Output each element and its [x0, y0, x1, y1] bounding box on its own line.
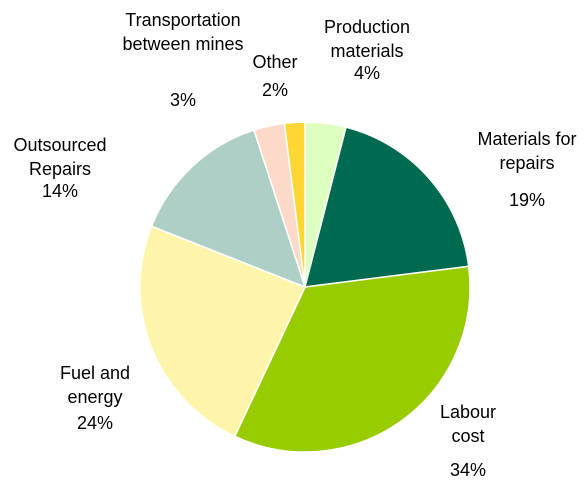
slice-label: Fuel and energy	[59, 363, 131, 407]
slice-label: Materials for repairs	[477, 129, 577, 173]
slice-label: Labour cost	[439, 402, 497, 446]
pie-slice	[283, 121, 306, 288]
slice-percent: 3%	[169, 90, 197, 110]
slice-percent: 24%	[76, 413, 114, 433]
slice-percent: 34%	[449, 460, 487, 480]
slice-label: Production materials	[323, 17, 411, 61]
slice-percent: 19%	[508, 190, 546, 210]
slice-label: Other	[252, 52, 298, 72]
slice-percent: 4%	[353, 63, 381, 83]
slice-label: Outsourced Repairs	[13, 135, 107, 179]
pie-slice	[303, 126, 470, 288]
slice-label: Transportation between mines	[122, 10, 244, 54]
slice-percent: 14%	[41, 181, 79, 201]
slice-percent: 2%	[261, 80, 289, 100]
pie-slice	[139, 225, 307, 438]
